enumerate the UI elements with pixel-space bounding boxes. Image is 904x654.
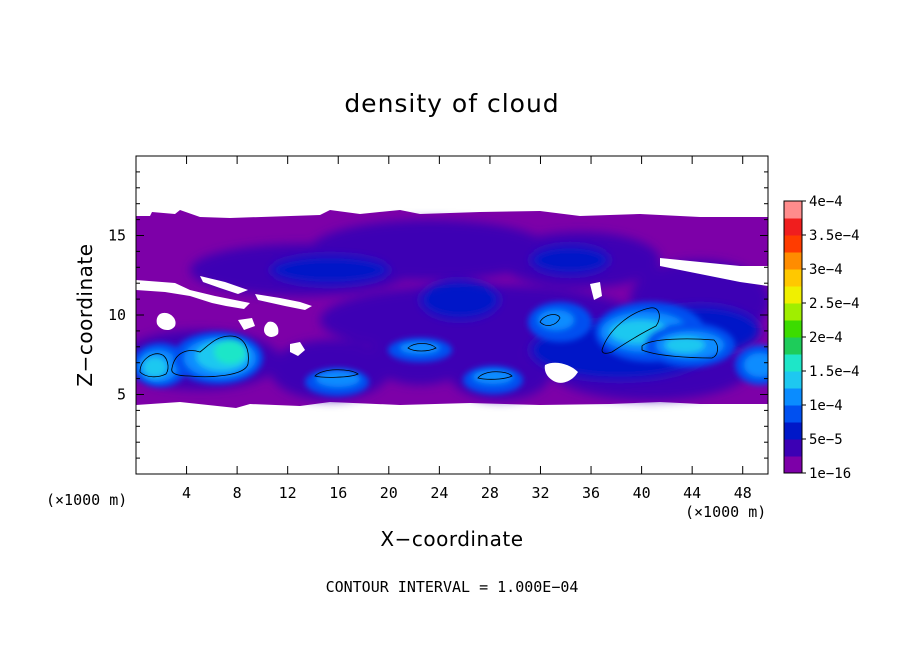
contour-cell-2 — [171, 335, 249, 378]
gap-4 — [156, 312, 176, 331]
x-tick-label-28: 28 — [481, 484, 499, 502]
x-tick-label-44: 44 — [683, 484, 701, 502]
gap-7 — [290, 342, 305, 356]
gap-2 — [200, 276, 248, 294]
colorbar-segment-3 — [784, 405, 802, 423]
contour-cell-6 — [539, 314, 561, 326]
colorbar-segment-12 — [784, 252, 802, 270]
gap-6 — [264, 321, 279, 337]
gap-1 — [136, 280, 250, 309]
x-tick-label-32: 32 — [531, 484, 549, 502]
cloud-cells — [136, 302, 768, 396]
x-tick-label-24: 24 — [430, 484, 448, 502]
y-axis-label: Z−coordinate — [73, 243, 97, 386]
colorbar-segment-8 — [784, 320, 802, 338]
x-tick-label-16: 16 — [329, 484, 347, 502]
colorbar-label-8: 4e−4 — [809, 194, 843, 210]
colorbar-label-2: 1e−4 — [809, 398, 843, 414]
contour-cell-1 — [139, 353, 169, 378]
colorbar-segment-15 — [784, 201, 802, 219]
clear-air-gaps — [136, 258, 768, 383]
cloud-field — [136, 210, 768, 408]
x-tick-label-20: 20 — [380, 484, 398, 502]
colorbar-segment-6 — [784, 354, 802, 372]
gap-3 — [255, 294, 312, 310]
y-tick-label-15: 15 — [108, 227, 126, 245]
x-tick-label-48: 48 — [734, 484, 752, 502]
colorbar-label-7: 3.5e−4 — [809, 228, 860, 244]
contour-cell-5 — [477, 371, 513, 380]
x-axis-ticks: 4 8 12 16 20 24 28 32 36 40 44 48 — [182, 156, 752, 502]
colorbar-label-5: 2.5e−4 — [809, 296, 860, 312]
contour-interval-note: CONTOUR INTERVAL = 1.000E−04 — [326, 578, 579, 596]
colorbar-label-0: 1e−16 — [809, 466, 851, 482]
colorbar-segment-4 — [784, 388, 802, 406]
colorbar-segment-14 — [784, 218, 802, 236]
chart-title: density of cloud — [344, 89, 559, 118]
x-unit-right: (×1000 m) — [685, 503, 766, 521]
y-tick-label-10: 10 — [108, 306, 126, 324]
colorbar: 1e−16 5e−5 1e−4 1.5e−4 2e−4 2.5e−4 3e−4 3.5e−4 4… — [783, 194, 860, 482]
colorbar-segment-11 — [784, 269, 802, 287]
contour-cell-4 — [407, 343, 437, 352]
x-tick-label-4: 4 — [182, 484, 191, 502]
contour-lines — [139, 307, 718, 380]
colorbar-segment-2 — [784, 422, 802, 440]
contour-cell-3 — [314, 369, 359, 378]
colorbar-segment-5 — [784, 371, 802, 389]
y-tick-label-5: 5 — [117, 386, 126, 404]
x-tick-label-40: 40 — [633, 484, 651, 502]
x-tick-label-12: 12 — [279, 484, 297, 502]
colorbar-segment-10 — [784, 286, 802, 304]
colorbar-segment-13 — [784, 235, 802, 253]
colorbar-segment-1 — [784, 439, 802, 457]
colorbar-label-6: 3e−4 — [809, 262, 843, 278]
colorbar-segment-0 — [784, 456, 802, 474]
plot-area — [136, 156, 768, 474]
x-unit-left: (×1000 m) — [46, 491, 127, 509]
x-tick-label-36: 36 — [582, 484, 600, 502]
colorbar-label-3: 1.5e−4 — [809, 364, 860, 380]
colorbar-label-4: 2e−4 — [809, 330, 843, 346]
gap-10 — [590, 282, 602, 300]
colorbar-segment-9 — [784, 303, 802, 321]
contour-cell-8 — [641, 338, 718, 359]
y-axis-ticks: 5 10 15 — [108, 171, 768, 459]
colorbar-segment-7 — [784, 337, 802, 355]
gap-5 — [238, 318, 255, 330]
colorbar-label-1: 5e−5 — [809, 432, 843, 448]
x-tick-label-8: 8 — [233, 484, 242, 502]
gap-8 — [660, 258, 768, 286]
x-axis-label: X−coordinate — [380, 527, 523, 551]
contour-cell-7 — [601, 307, 660, 354]
gap-9 — [544, 362, 578, 383]
